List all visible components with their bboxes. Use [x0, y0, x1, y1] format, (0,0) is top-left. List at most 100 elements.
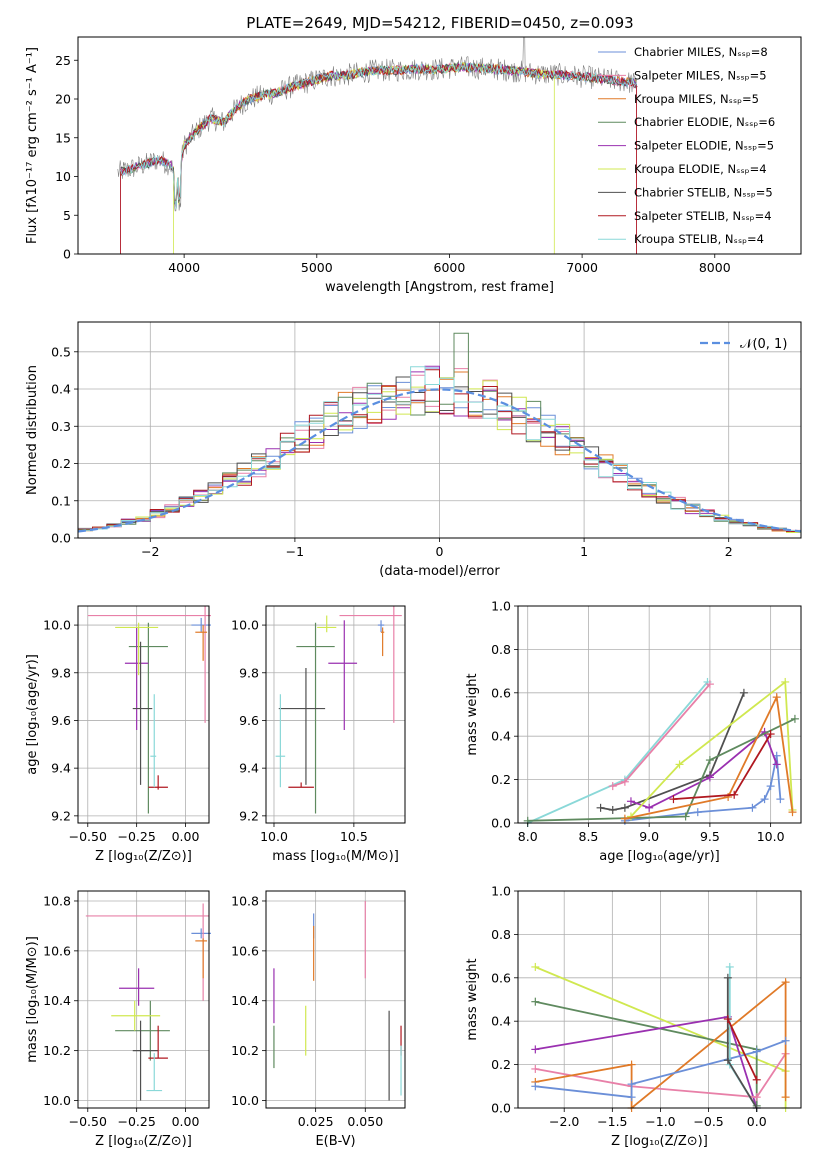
- errorbars-age-vs-mass: [275, 606, 402, 814]
- y-axis-label: mass weight: [465, 958, 480, 1040]
- point-salpeter-elodie: [119, 968, 155, 1006]
- y-tick-label: 10.6: [231, 943, 259, 958]
- marker-kroupa-elodie: [781, 677, 790, 686]
- point-chabrier-elodie: [296, 622, 335, 814]
- marker-salpeter-miles: [752, 1093, 761, 1102]
- x-axis-label: age [log₁₀(age/yr)]: [599, 849, 720, 864]
- y-tick-label: 15: [55, 130, 71, 145]
- y-tick-label: 9.4: [239, 761, 259, 776]
- frame-age-vs-mass: 10.0 10.5 9.2 9.4 9.6 9.8 10.0 mass [log₁₀(M/M⊙…: [231, 605, 406, 864]
- spectrum-observed: [117, 37, 638, 212]
- point-chabrier-miles: [191, 617, 211, 633]
- y-tick-label: 9.2: [51, 808, 71, 823]
- x-tick-label: 10.0: [757, 829, 785, 844]
- y-tick-label: 5: [63, 208, 71, 223]
- line-kroupa-elodie: [630, 680, 794, 818]
- marker-salpeter-stelib: [723, 1015, 732, 1024]
- x-tick-label: 2: [725, 544, 733, 559]
- marker-salpeter-stelib: [752, 1075, 761, 1084]
- line-salpeter-miles: [535, 1053, 787, 1099]
- y-tick-label: 0.3: [51, 419, 71, 434]
- marker-chabrier-stelib: [608, 805, 617, 814]
- point-kroupa-elodie: [111, 1000, 161, 1031]
- line-kroupa-miles: [624, 694, 794, 820]
- y-tick-label: 0: [63, 247, 71, 262]
- marker-chabrier-miles: [760, 795, 769, 804]
- point-kroupa-elodie: [115, 622, 159, 676]
- x-tick-label: −1.0: [645, 1114, 675, 1129]
- x-tick-label: 6000: [434, 260, 466, 275]
- x-tick-label: 0.050: [347, 1114, 383, 1129]
- y-tick-label: 0.4: [51, 382, 71, 397]
- frame-weight-vs-z: −2.0 −1.5 −1.0 −0.5 0.0 0.0 0.2 0.4 0.6 0.8 1.0 Z […: [465, 884, 802, 1149]
- y-tick-label: 9.2: [239, 808, 259, 823]
- marker-kroupa-miles: [724, 792, 733, 801]
- line-salpeter-stelib: [726, 1018, 758, 1081]
- marker-kroupa-miles: [627, 1060, 636, 1069]
- y-axis-label: Normed distribution: [25, 365, 40, 495]
- x-tick-label: 9.0: [639, 829, 659, 844]
- plot-frame: [517, 890, 802, 1109]
- marker-salpeter-elodie: [772, 760, 781, 769]
- point-salpeter-miles: [87, 606, 211, 723]
- marker-chabrier-miles: [531, 1082, 540, 1091]
- y-tick-label: 0.0: [51, 531, 71, 546]
- y-tick-label: 0.6: [491, 685, 511, 700]
- x-tick-label: 1: [580, 544, 588, 559]
- errorbars-mass-vs-ebv: [273, 900, 402, 1101]
- x-axis-label: Z [log₁₀(Z/Z⊙)]: [611, 1134, 708, 1149]
- y-tick-label: 0.4: [491, 1014, 511, 1029]
- frame-residuals: −2 −1 0 1 2 0.0 0.1 0.2 0.3 0.4 0.5 (data-model)/er…: [25, 321, 802, 579]
- y-axis-label: Flux [fλ10⁻¹⁷ erg cm⁻² s⁻¹ A⁻¹]: [25, 47, 40, 244]
- frame-mass-vs-ebv: 0.025 0.050 10.0 10.2 10.4 10.6 10.8 E(B-V): [231, 890, 406, 1149]
- marker-chabrier-miles: [748, 803, 757, 812]
- legend-label-kroupa-miles: Kroupa MILES, Nₛₛₚ=5: [634, 92, 759, 106]
- y-tick-label: 9.6: [239, 713, 259, 728]
- y-tick-label: 1.0: [491, 884, 511, 899]
- x-tick-label: 5000: [301, 260, 333, 275]
- marker-kroupa-stelib: [725, 962, 734, 971]
- marker-salpeter-miles: [608, 782, 617, 791]
- y-tick-label: 10.0: [231, 618, 259, 633]
- marker-kroupa-miles: [620, 814, 629, 823]
- y-tick-label: 0.2: [51, 456, 71, 471]
- legend-label-salpeter-miles: Salpeter MILES, Nₛₛₚ=5: [634, 68, 767, 82]
- point-kroupa-miles: [381, 627, 385, 657]
- plot-frame: [77, 605, 210, 824]
- y-tick-label: 10.0: [231, 1093, 259, 1108]
- spectrum-series: [117, 37, 638, 254]
- marker-chabrier-elodie: [705, 756, 714, 765]
- marker-kroupa-miles: [772, 693, 781, 702]
- x-axis-label: Z [log₁₀(Z/Z⊙)]: [95, 1134, 192, 1149]
- y-tick-label: 0.6: [491, 970, 511, 985]
- x-axis-label: Z [log₁₀(Z/Z⊙)]: [95, 849, 192, 864]
- normal-curve: [78, 388, 801, 533]
- point-chabrier-elodie: [128, 622, 168, 814]
- y-tick-label: 10.0: [43, 1093, 71, 1108]
- marker-chabrier-miles: [776, 795, 785, 804]
- x-tick-label: 0.00: [172, 1114, 200, 1129]
- x-tick-label: 0.0: [747, 1114, 767, 1129]
- y-tick-label: 0.2: [491, 772, 511, 787]
- y-tick-label: 10: [55, 169, 71, 184]
- y-tick-label: 0.4: [491, 729, 511, 744]
- x-axis-label: E(B-V): [315, 1134, 355, 1149]
- y-tick-label: 0.0: [491, 816, 511, 831]
- marker-chabrier-elodie: [790, 714, 799, 723]
- x-tick-label: −2.0: [549, 1114, 579, 1129]
- marker-chabrier-stelib: [596, 803, 605, 812]
- marker-kroupa-miles: [781, 978, 790, 987]
- spectrum-legend: Chabrier MILES, Nₛₛₚ=8 Salpeter MILES, Nₛ…: [598, 45, 775, 246]
- y-tick-label: 9.8: [51, 665, 71, 680]
- legend-label-kroupa-stelib: Kroupa STELIB, Nₛₛₚ=4: [634, 232, 764, 246]
- x-tick-label: 0.00: [172, 829, 200, 844]
- x-tick-label: 7000: [566, 260, 598, 275]
- marker-kroupa-elodie: [675, 760, 684, 769]
- marker-kroupa-miles: [788, 808, 797, 817]
- y-tick-label: 10.4: [43, 993, 71, 1008]
- legend-label-chabrier-miles: Chabrier MILES, Nₛₛₚ=8: [634, 45, 768, 59]
- marker-chabrier-miles: [766, 782, 775, 791]
- marker-chabrier-miles: [693, 808, 702, 817]
- y-tick-label: 0.8: [491, 927, 511, 942]
- y-tick-label: 25: [55, 53, 71, 68]
